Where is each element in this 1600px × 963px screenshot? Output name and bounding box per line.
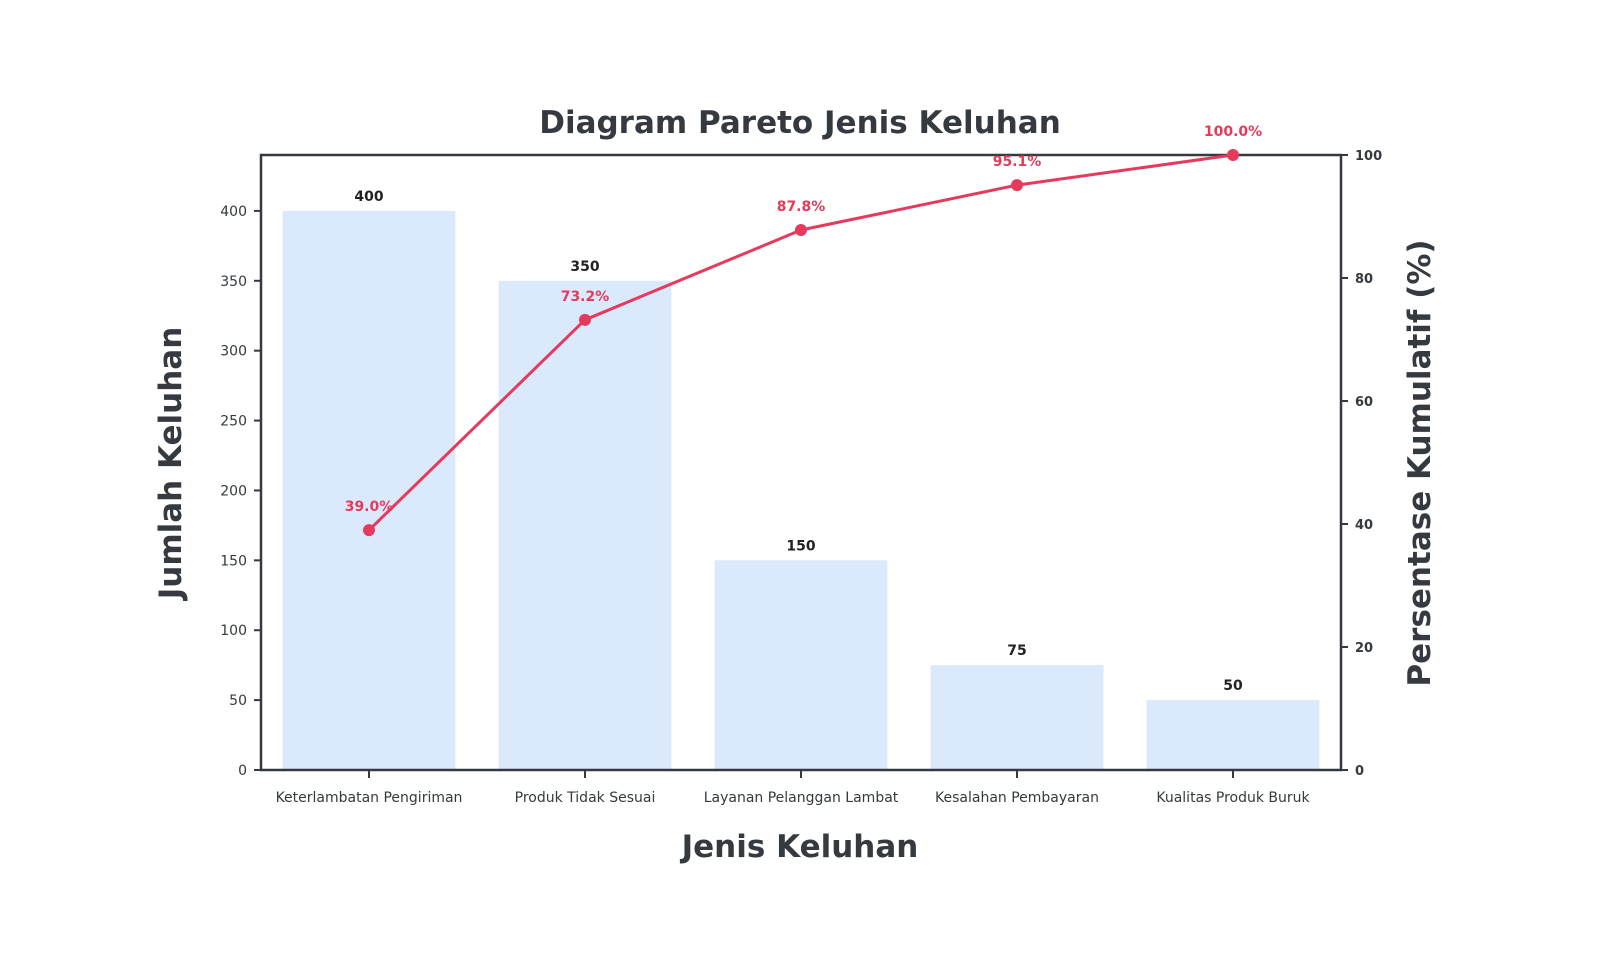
- cumulative-value-label: 73.2%: [561, 289, 610, 305]
- cumulative-point: [1227, 149, 1239, 161]
- cumulative-point: [579, 313, 591, 326]
- cumulative-value-label: 100.0%: [1204, 124, 1262, 140]
- bar-value-label: 50: [1223, 678, 1243, 694]
- y-tick-label: 350: [220, 274, 247, 290]
- bar-value-labels: 400 350 150 75 50: [354, 189, 1243, 694]
- chart-title: Diagram Pareto Jenis Keluhan: [539, 105, 1061, 141]
- cumulative-value-labels: 39.0% 73.2% 87.8% 95.1% 100.0%: [345, 124, 1262, 515]
- x-tick-label: Keterlambatan Pengiriman: [276, 790, 463, 806]
- y2-tick-label: 20: [1355, 641, 1373, 656]
- bar: [930, 665, 1104, 770]
- cumulative-value-label: 95.1%: [993, 154, 1042, 170]
- cumulative-value-label: 39.0%: [345, 499, 394, 515]
- bar-series: [282, 210, 1320, 771]
- bar-value-label: 400: [354, 189, 383, 205]
- y2-tick-label: 60: [1355, 395, 1373, 410]
- cumulative-point: [795, 224, 807, 237]
- cumulative-line-series: [363, 149, 1239, 537]
- y2-tick-label: 100: [1355, 149, 1382, 164]
- bar: [498, 280, 672, 770]
- bar: [714, 560, 888, 770]
- y-tick-label: 200: [220, 483, 247, 499]
- y-tick-label: 250: [220, 414, 247, 430]
- bar: [282, 210, 456, 771]
- y-tick-label: 400: [220, 204, 247, 220]
- x-axis-title: Jenis Keluhan: [680, 829, 919, 865]
- y-tick-label: 150: [220, 553, 247, 569]
- y2-axis-title: Persentase Kumulatif (%): [1402, 239, 1438, 686]
- cumulative-point: [1011, 179, 1023, 192]
- y-axis-title: Jumlah Keluhan: [153, 327, 189, 602]
- x-tick-label: Layanan Pelanggan Lambat: [704, 790, 899, 806]
- y2-tick-label: 80: [1355, 272, 1373, 287]
- x-tick-label: Produk Tidak Sesuai: [515, 790, 656, 806]
- bar-value-label: 75: [1007, 643, 1026, 659]
- x-tick-label: Kualitas Produk Buruk: [1156, 790, 1310, 806]
- y2-tick-label: 0: [1355, 764, 1364, 779]
- y-tick-label: 300: [220, 344, 247, 360]
- bar-value-label: 350: [570, 259, 599, 275]
- x-tick-label: Kesalahan Pembayaran: [935, 790, 1099, 806]
- axes: 0 50 100 150 200 250 300 350 400 0 20 40 60 80 100 Kete…: [220, 149, 1382, 806]
- cumulative-point: [363, 524, 375, 537]
- bar: [1146, 700, 1320, 770]
- y-tick-label: 50: [229, 693, 247, 709]
- y-tick-label: 100: [220, 623, 247, 639]
- bar-value-label: 150: [786, 538, 815, 554]
- y-tick-label: 0: [238, 763, 247, 779]
- cumulative-value-label: 87.8%: [777, 199, 826, 215]
- y2-tick-label: 40: [1355, 518, 1373, 533]
